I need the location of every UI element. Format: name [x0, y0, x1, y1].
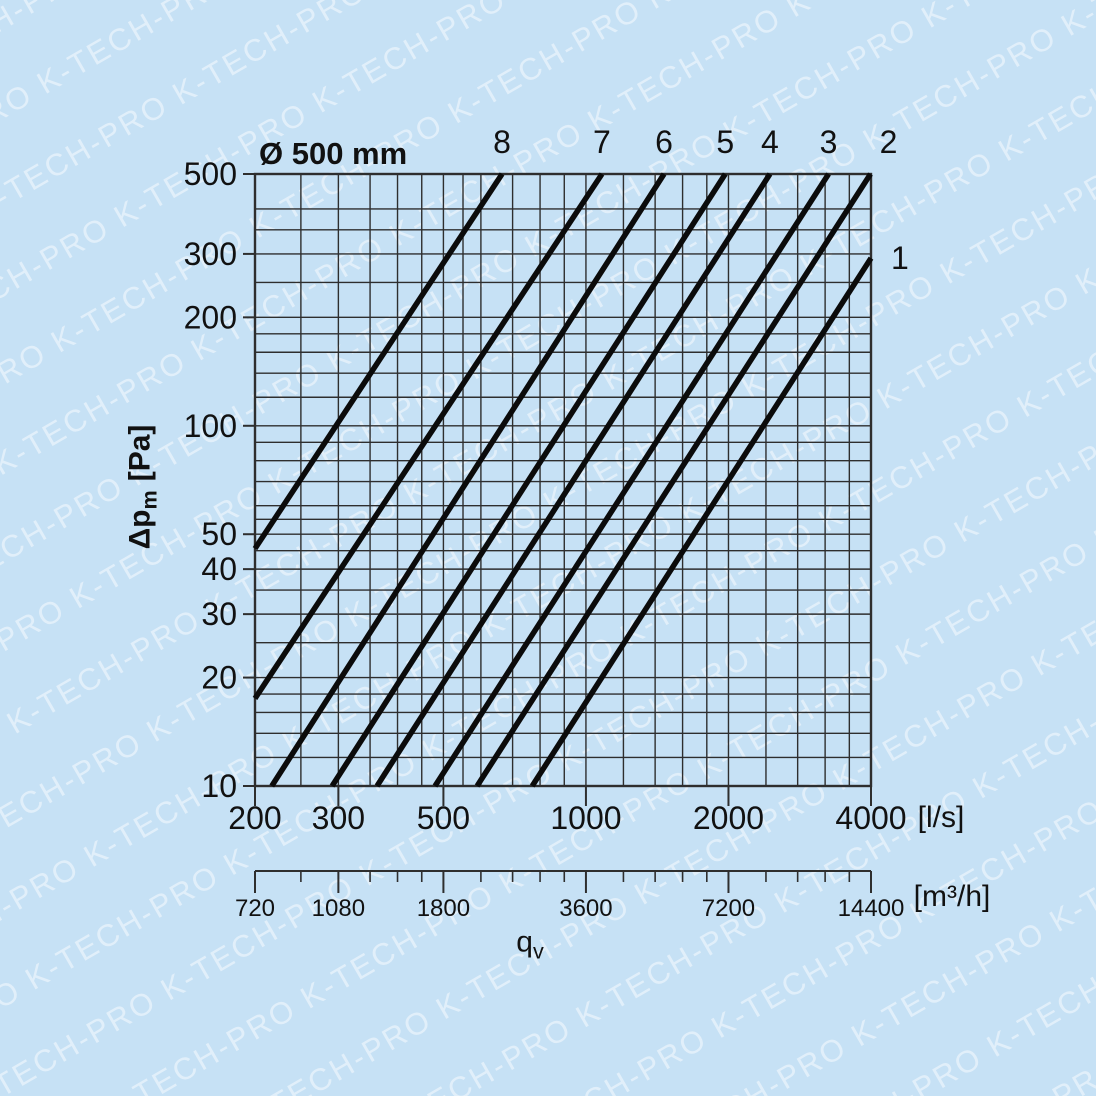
curve-label-4: 4	[761, 124, 779, 160]
x-tick-label: 4000	[835, 800, 906, 836]
secondary-tick-label: 1800	[417, 895, 470, 922]
curve-label-3: 3	[820, 124, 838, 160]
x-tick-label: 2000	[693, 800, 764, 836]
curve-label-6: 6	[655, 124, 673, 160]
x-tick-label: 500	[417, 800, 470, 836]
x-axis: 200 300 500 1000 2000 4000	[228, 786, 907, 836]
y-axis-unit: [Pa]	[123, 424, 157, 482]
y-tick-label: 300	[184, 236, 237, 272]
curve-label-1: 1	[891, 240, 909, 276]
curve-8	[252, 172, 505, 551]
grid	[255, 174, 871, 786]
y-tick-label: 20	[201, 660, 237, 696]
curve-7	[252, 172, 605, 700]
flow-symbol: qv	[516, 925, 544, 964]
secondary-x-axis: 720 1080 1800 3600 7200 14400	[235, 870, 905, 922]
y-tick-label: 10	[201, 768, 237, 804]
x-tick-label: 300	[312, 800, 365, 836]
curve-label-7: 7	[593, 124, 611, 160]
curve-label-8: 8	[493, 124, 511, 160]
x-tick-label: 1000	[550, 800, 621, 836]
secondary-tick-label: 3600	[559, 895, 612, 922]
secondary-tick-label: 1080	[312, 895, 365, 922]
curves: 8 7 6 5 4 3 2 1	[252, 124, 909, 788]
secondary-tick-label: 7200	[702, 895, 755, 922]
x-tick-label: 200	[228, 800, 281, 836]
y-tick-label: 200	[184, 299, 237, 335]
curve-4	[374, 172, 773, 788]
y-axis-symbol: Δp	[123, 509, 157, 550]
plot-border	[253, 172, 873, 788]
secondary-tick-label: 14400	[838, 895, 905, 922]
curve-label-5: 5	[716, 124, 734, 160]
curve-1	[529, 256, 874, 788]
chart-title: Ø 500 mm	[259, 136, 408, 171]
curve-label-2: 2	[880, 124, 898, 160]
secondary-tick-label: 720	[235, 895, 275, 922]
y-axis-symbol-sub: m	[136, 490, 162, 510]
x-axis-unit: [l/s]	[917, 801, 965, 834]
secondary-axis-unit: [m³/h]	[913, 880, 991, 913]
y-axis-title: Δpm [Pa]	[124, 425, 163, 550]
curve-2	[474, 172, 873, 788]
curve-3	[432, 172, 831, 788]
y-tick-label: 30	[201, 596, 237, 632]
y-tick-label: 50	[201, 516, 237, 552]
curve-6	[269, 172, 667, 788]
y-tick-label: 100	[184, 408, 237, 444]
curve-5	[329, 172, 728, 788]
y-tick-label: 500	[184, 156, 237, 192]
y-tick-label: 40	[201, 551, 237, 587]
